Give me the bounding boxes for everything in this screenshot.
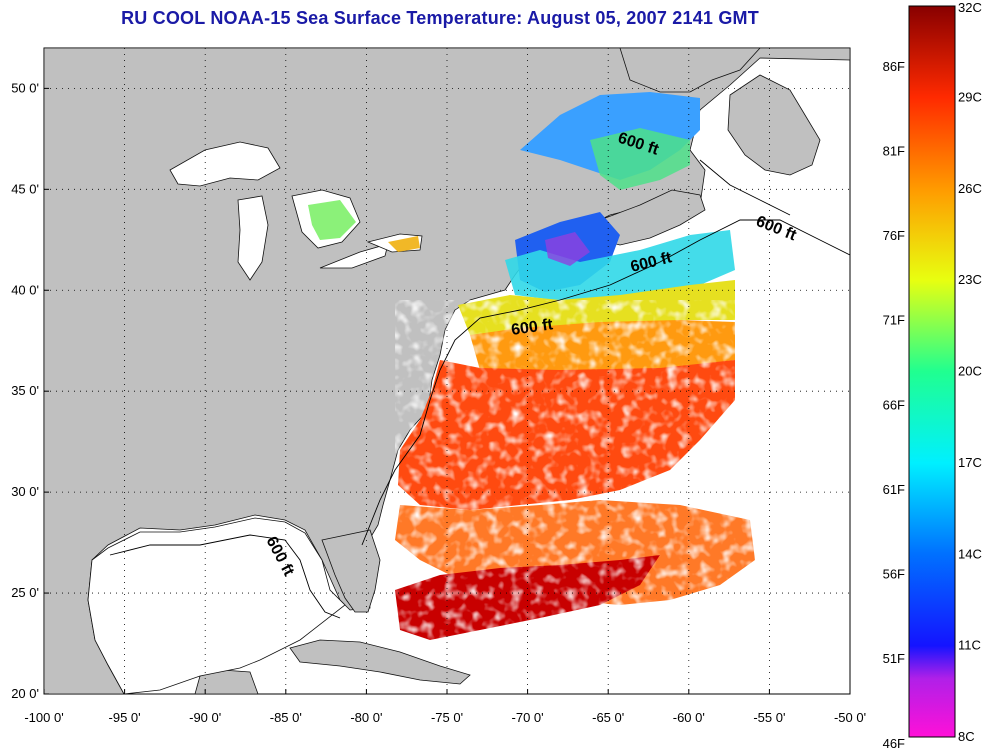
- x-axis: -100 0' -95 0' -90 0' -85 0' -80 0' -75 0' -70…: [24, 689, 866, 725]
- colorbar-celsius-label: 8C: [958, 729, 975, 744]
- gulf-of-maine-sst-cyan: [505, 230, 735, 300]
- isobath-line-north: [699, 159, 791, 216]
- y-axis: 50 0' 45 0' 40 0' 35 0' 30 0' 25 0' 20 0': [11, 80, 49, 701]
- y-tick-label: 50 0': [11, 80, 39, 95]
- chart-title: RU COOL NOAA-15 Sea Surface Temperature:…: [121, 8, 759, 28]
- colorbar-celsius-label: 23C: [958, 272, 982, 287]
- y-tick-label: 45 0': [11, 181, 39, 196]
- x-tick-label: -65 0': [592, 710, 624, 725]
- lake-superior: [169, 141, 281, 187]
- colorbar-fahrenheit-label: 51F: [883, 651, 905, 666]
- labrador-land: [619, 48, 761, 93]
- colorbar-celsius-label: 26C: [958, 181, 982, 196]
- colorbar-fahrenheit-label: 46F: [883, 736, 905, 751]
- y-tick-label: 35 0': [11, 383, 39, 398]
- colorbar-fahrenheit-label: 61F: [883, 482, 905, 497]
- gulf-st-lawrence-sst-green: [590, 128, 690, 190]
- x-tick-label: -100 0': [24, 710, 63, 725]
- y-tick-label: 20 0': [11, 686, 39, 701]
- colorbar-fahrenheit-label: 81F: [883, 144, 905, 159]
- colorbar-celsius-label: 32C: [958, 0, 982, 15]
- lake-erie-sst: [388, 236, 420, 252]
- purple-patch: [545, 232, 590, 266]
- newfoundland-land: [727, 74, 821, 176]
- colorbar-celsius-label: 20C: [958, 364, 982, 379]
- x-tick-label: -90 0': [189, 710, 221, 725]
- isobath-line-atlantic: [361, 219, 850, 546]
- isobath-line-gulf: [109, 534, 341, 619]
- colorbar-fahrenheit-label: 76F: [883, 228, 905, 243]
- x-tick-label: -85 0': [270, 710, 302, 725]
- x-tick-label: -80 0': [350, 710, 382, 725]
- y-tick-label: 30 0': [11, 484, 39, 499]
- colorbar-celsius-label: 14C: [958, 546, 982, 561]
- x-tick-label: -60 0': [673, 710, 705, 725]
- colorbar-fahrenheit-label: 66F: [883, 397, 905, 412]
- cuba-land: [289, 639, 471, 685]
- colorbar-celsius-label: 17C: [958, 455, 982, 470]
- lake-michigan: [237, 195, 269, 281]
- colorbar: [908, 5, 956, 738]
- x-tick-label: -75 0': [431, 710, 463, 725]
- x-tick-label: -50 0': [834, 710, 866, 725]
- x-tick-label: -70 0': [512, 710, 544, 725]
- colorbar-fahrenheit-label: 86F: [883, 59, 905, 74]
- florida-land: [321, 529, 381, 613]
- y-tick-label: 40 0': [11, 282, 39, 297]
- gulf-of-mexico: [87, 517, 346, 694]
- x-tick-label: -55 0': [753, 710, 785, 725]
- y-tick-label: 25 0': [11, 585, 39, 600]
- colorbar-fahrenheit-label: 56F: [883, 567, 905, 582]
- isobath-label: 600 ft: [510, 316, 554, 339]
- lake-huron-sst: [308, 200, 356, 240]
- colorbar-celsius-labels: 32C 29C 26C 23C 20C 17C 14C 11C 8C: [958, 0, 982, 744]
- colorbar-celsius-label: 29C: [958, 89, 982, 104]
- x-tick-label: -95 0': [109, 710, 141, 725]
- colorbar-fahrenheit-labels: 86F 81F 76F 71F 66F 61F 56F 51F 46F: [883, 59, 905, 751]
- colorbar-fahrenheit-label: 71F: [883, 313, 905, 328]
- colorbar-celsius-label: 11C: [958, 638, 981, 653]
- yucatan-land: [194, 669, 259, 694]
- cloud-cover: [395, 300, 755, 645]
- map-grid: [44, 48, 850, 694]
